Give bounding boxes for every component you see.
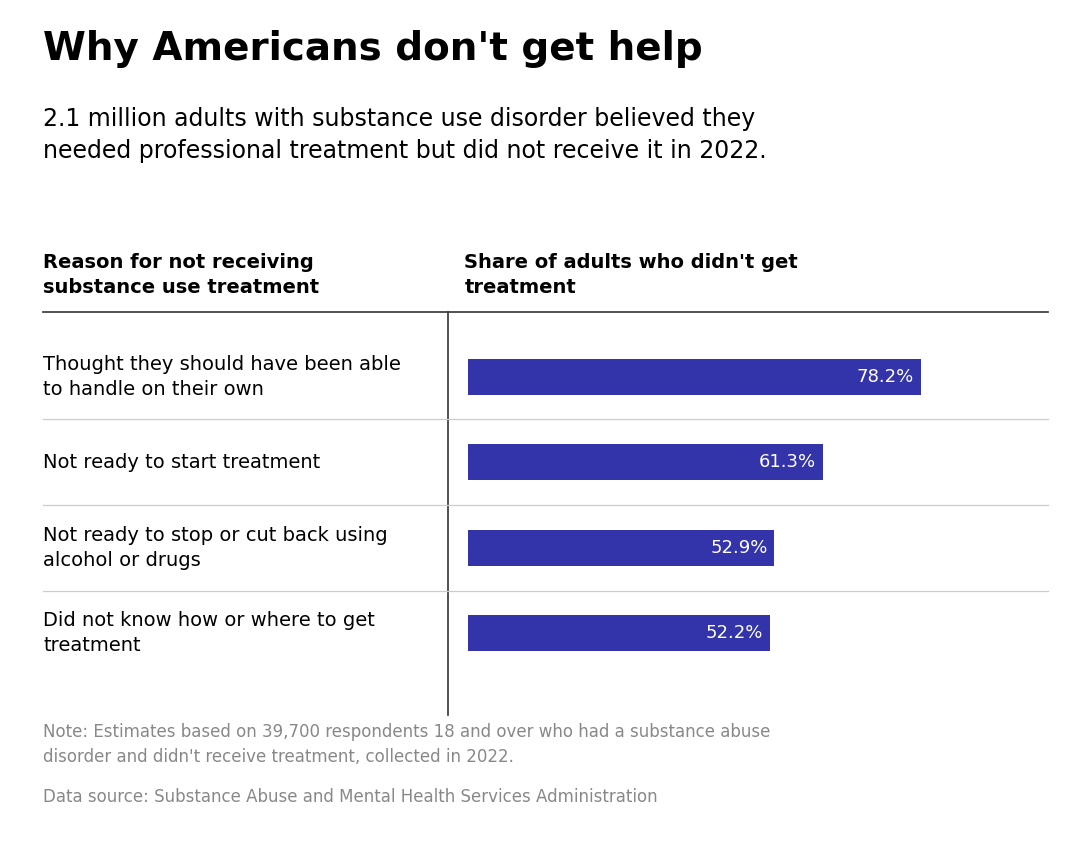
Text: Thought they should have been able
to handle on their own: Thought they should have been able to ha…: [43, 354, 401, 399]
Text: 2.1 million adults with substance use disorder believed they
needed professional: 2.1 million adults with substance use di…: [43, 107, 767, 163]
Text: Did not know how or where to get
treatment: Did not know how or where to get treatme…: [43, 611, 375, 656]
Text: Share of adults who didn't get
treatment: Share of adults who didn't get treatment: [464, 253, 798, 296]
Text: Not ready to start treatment: Not ready to start treatment: [43, 453, 321, 472]
Text: Not ready to stop or cut back using
alcohol or drugs: Not ready to stop or cut back using alco…: [43, 526, 388, 570]
Bar: [468, 444, 823, 480]
Text: 61.3%: 61.3%: [759, 453, 816, 472]
Bar: [468, 530, 774, 566]
Text: Note: Estimates based on 39,700 respondents 18 and over who had a substance abus: Note: Estimates based on 39,700 responde…: [43, 723, 770, 766]
Bar: [468, 359, 921, 395]
Text: Why Americans don't get help: Why Americans don't get help: [43, 30, 703, 68]
Text: Data source: Substance Abuse and Mental Health Services Administration: Data source: Substance Abuse and Mental …: [43, 788, 658, 805]
Text: Reason for not receiving
substance use treatment: Reason for not receiving substance use t…: [43, 253, 320, 296]
Text: 52.9%: 52.9%: [711, 538, 768, 557]
Text: 52.2%: 52.2%: [706, 624, 764, 643]
Text: 78.2%: 78.2%: [856, 367, 914, 386]
Bar: [468, 615, 770, 651]
